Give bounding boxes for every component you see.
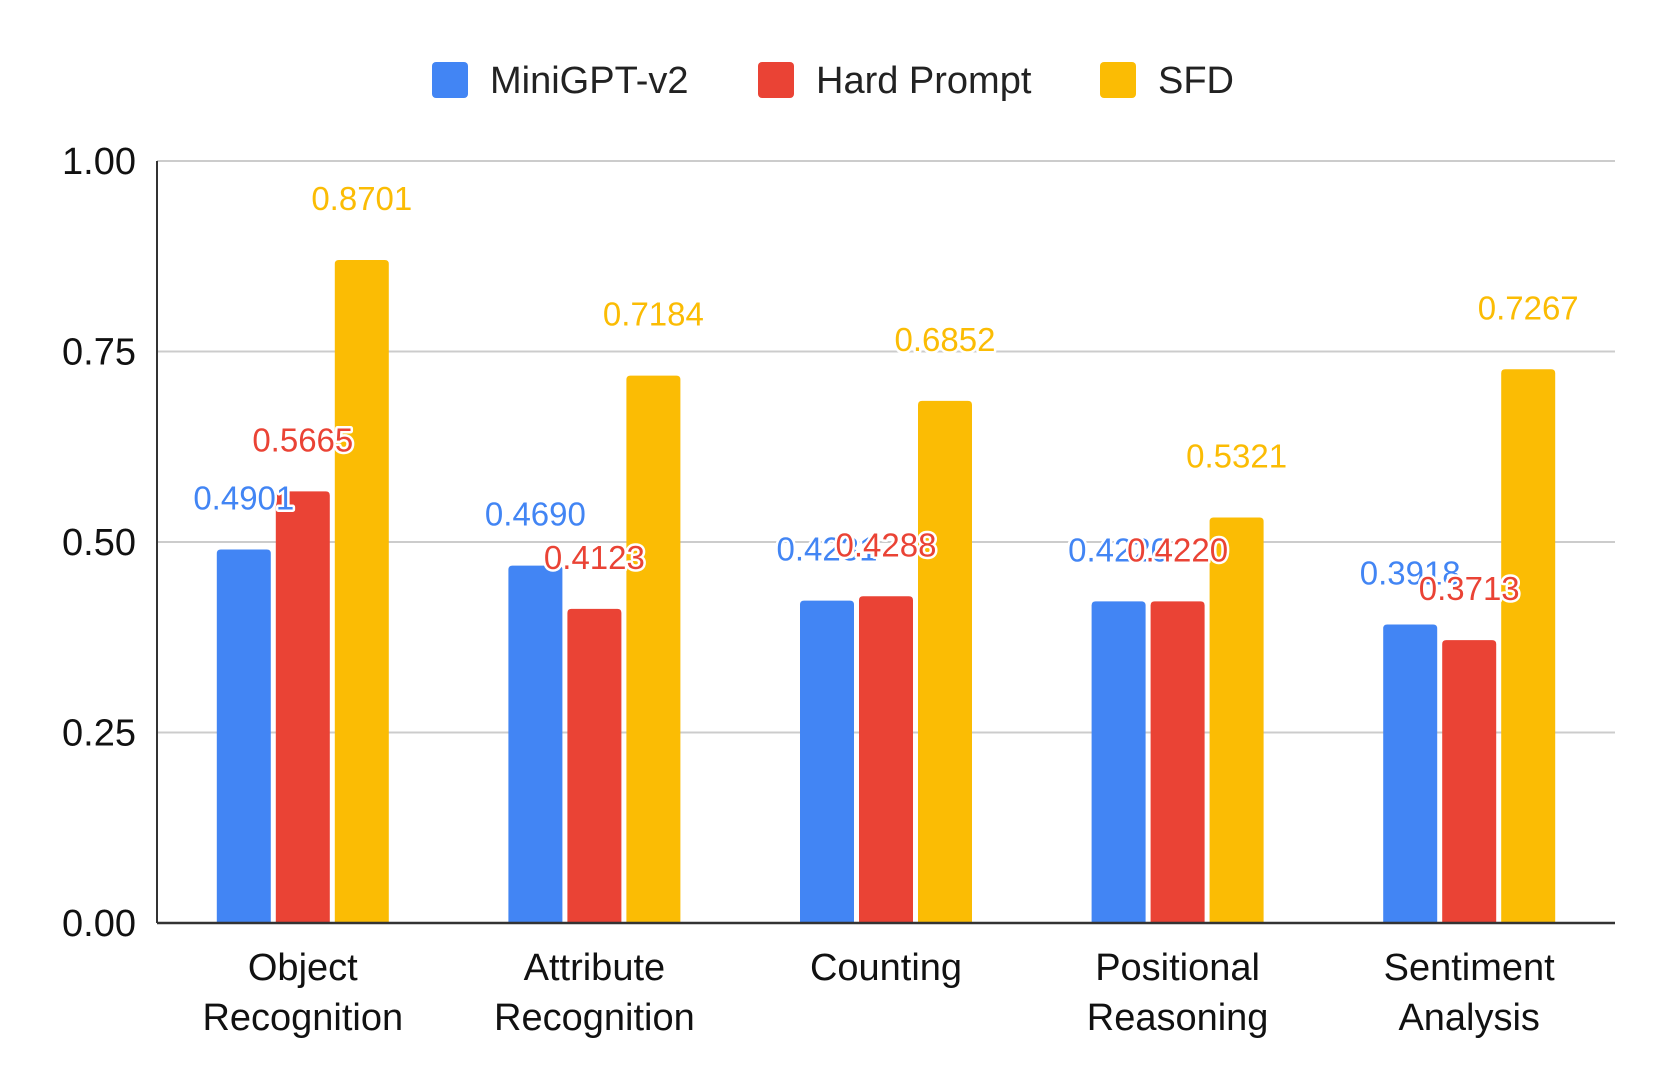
legend: MiniGPT-v2 Hard Prompt SFD: [432, 60, 1234, 102]
data-label: 0.4220: [1127, 531, 1228, 568]
y-axis-tick-labels: 0.00 0.25 0.50 0.75 1.00: [62, 141, 136, 945]
data-label: 0.4901: [193, 480, 294, 517]
x-category-label: Analysis: [1398, 997, 1540, 1039]
legend-label: SFD: [1158, 60, 1234, 102]
y-tick-label: 0.25: [62, 713, 136, 755]
data-label: 0.3918: [1360, 554, 1461, 591]
bar-minigpt-v2: [800, 600, 854, 923]
legend-label: MiniGPT-v2: [490, 60, 688, 102]
bar-sfd: [1209, 517, 1264, 923]
bar-minigpt-v2: [1383, 624, 1438, 923]
x-category-label: Reasoning: [1087, 997, 1269, 1039]
legend-swatch: [758, 62, 794, 98]
x-category-label: Sentiment: [1384, 947, 1556, 989]
bar-hard-prompt: [1442, 640, 1497, 923]
bars: [216, 259, 1556, 924]
data-label: 0.7267: [1478, 289, 1579, 326]
data-label: 0.5665: [252, 421, 353, 458]
y-tick-label: 1.00: [62, 141, 136, 183]
data-label: 0.8701: [311, 180, 412, 217]
data-label: 0.6852: [895, 321, 996, 358]
data-label: 0.7184: [603, 296, 704, 333]
legend-swatch: [432, 62, 468, 98]
y-tick-label: 0.50: [62, 522, 136, 564]
data-label: 0.4288: [836, 526, 937, 563]
bar-sfd: [918, 400, 972, 924]
data-label: 0.5321: [1186, 438, 1287, 475]
bar-minigpt-v2: [508, 565, 563, 923]
bar-minigpt-v2: [216, 549, 271, 923]
axes: [156, 161, 1615, 925]
data-label: 0.4123: [544, 539, 645, 576]
x-category-label: Positional: [1095, 947, 1260, 989]
x-axis-category-labels: Object Recognition Attribute Recognition Cou…: [202, 947, 1555, 1039]
bar-sfd: [1501, 369, 1556, 923]
x-category-label: Counting: [810, 947, 962, 989]
y-tick-label: 0.75: [62, 332, 136, 374]
x-category-label: Attribute: [524, 947, 666, 989]
x-category-label: Object: [248, 947, 358, 989]
data-label: 0.3713: [1419, 570, 1520, 607]
bar-minigpt-v2: [1091, 601, 1146, 923]
bar-hard-prompt: [275, 491, 330, 923]
legend-swatch: [1100, 62, 1136, 98]
x-category-label: Recognition: [202, 997, 403, 1039]
bar-hard-prompt: [567, 608, 622, 923]
bar-hard-prompt: [859, 596, 913, 923]
bar-sfd: [334, 259, 389, 924]
data-labels: 0.4901 0.5665 0.8701 0.4690 0.4123 0.7184 0.42…: [191, 177, 1581, 609]
bar-hard-prompt: [1150, 601, 1205, 923]
legend-label: Hard Prompt: [816, 60, 1032, 102]
y-tick-label: 0.00: [62, 903, 136, 945]
data-label: 0.4690: [485, 496, 586, 533]
bar-sfd: [626, 375, 681, 923]
x-category-label: Recognition: [494, 997, 695, 1039]
data-label: 0.4231: [777, 531, 878, 568]
data-label: 0.4220: [1068, 531, 1169, 568]
